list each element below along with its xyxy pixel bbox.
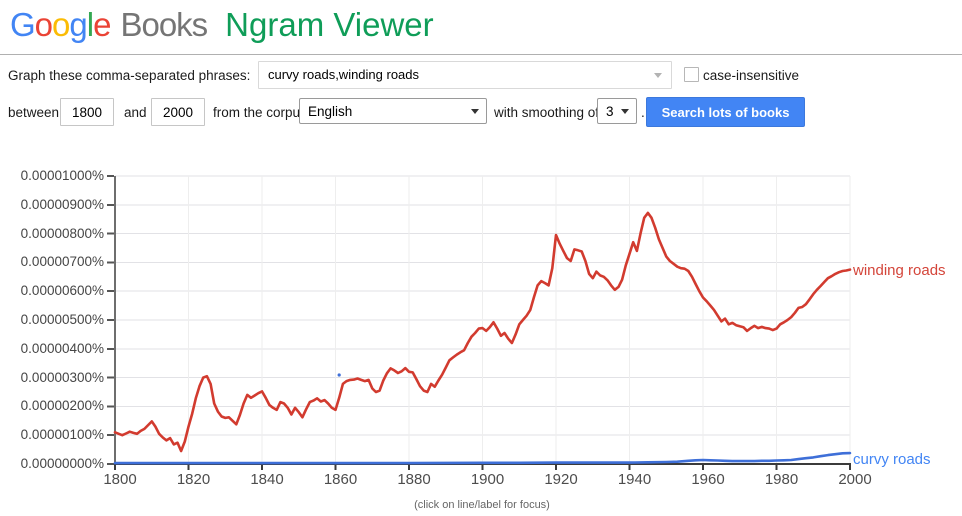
winding-roads-line[interactable] (113, 211, 852, 453)
chevron-down-icon[interactable] (654, 73, 662, 78)
curvy-roads-label[interactable]: curvy roads (853, 451, 931, 469)
smoothing-select[interactable]: 3 (597, 98, 637, 124)
y-axis-tick-label: 0.00000100% (20, 427, 104, 443)
and-label: and (124, 105, 147, 120)
y-axis-tick-label: 0.00000900% (20, 196, 104, 212)
y-axis-tick-label: 0.00000800% (20, 225, 104, 241)
x-axis-tick-label: 1980 (764, 471, 799, 488)
logo-letter: o (34, 6, 53, 43)
x-axis-tick-label: 1900 (470, 471, 505, 488)
page-title: Ngram Viewer (225, 6, 434, 43)
x-axis-tick-label: 1860 (323, 471, 358, 488)
books-logo-label: Books (120, 6, 208, 43)
logo-letter: e (93, 6, 111, 43)
google-logo-letters: Google (10, 6, 111, 43)
y-axis-tick-label: 0.00001000% (20, 168, 104, 183)
corpus-select[interactable]: English (299, 98, 487, 124)
phrases-combobox[interactable] (258, 61, 672, 89)
y-axis-tick-label: 0.00000300% (20, 369, 104, 385)
from-year-input[interactable] (60, 98, 114, 126)
chart-caption: (click on line/label for focus) (414, 499, 550, 511)
x-axis-tick-label: 1880 (397, 471, 431, 488)
x-axis-tick-label: 1920 (544, 471, 578, 488)
curvy-roads-line[interactable] (113, 451, 852, 465)
sentence-period: . (641, 105, 645, 120)
x-axis-tick-label: 1840 (250, 471, 284, 488)
corpus-label: from the corpus (213, 105, 307, 120)
y-axis-tick-label: 0.00000000% (20, 456, 104, 471)
header-divider (0, 54, 962, 55)
logo-letter: o (52, 6, 70, 43)
corpus-select-value: English (308, 104, 353, 119)
y-axis-tick-label: 0.00000200% (20, 398, 104, 414)
logo-letter: l (86, 6, 94, 43)
phrases-input[interactable] (259, 62, 652, 86)
x-axis-tick-label: 2000 (838, 471, 872, 488)
x-axis-tick-label: 1820 (176, 471, 211, 488)
smoothing-select-value: 3 (606, 104, 614, 119)
y-axis-tick-label: 0.00000500% (20, 312, 104, 327)
x-axis-tick-label: 1960 (691, 471, 725, 488)
phrases-label: Graph these comma-separated phrases: (8, 68, 251, 83)
select-arrow-icon (621, 109, 629, 114)
to-year-input[interactable] (151, 98, 205, 126)
y-axis-tick-label: 0.00000600% (20, 283, 104, 299)
winding-roads-label[interactable]: winding roads (853, 261, 946, 279)
logo-letter: g (69, 6, 87, 43)
case-insensitive-checkbox[interactable] (684, 67, 699, 82)
between-label: between (8, 105, 60, 120)
y-axis-tick-label: 0.00000700% (20, 254, 104, 270)
smoothing-label: with smoothing of (494, 105, 600, 120)
google-books-logo[interactable]: Google Books Ngram Viewer (10, 6, 434, 44)
y-axis-tick-label: 0.00000400% (20, 340, 104, 356)
x-axis-tick-label: 1800 (103, 471, 137, 488)
stray-data-point (337, 373, 341, 377)
select-arrow-icon (471, 109, 479, 114)
case-insensitive-label: case-insensitive (703, 68, 800, 83)
search-button[interactable]: Search lots of books (646, 97, 805, 127)
logo-letter: G (10, 6, 36, 43)
x-axis-tick-label: 1940 (617, 471, 652, 488)
